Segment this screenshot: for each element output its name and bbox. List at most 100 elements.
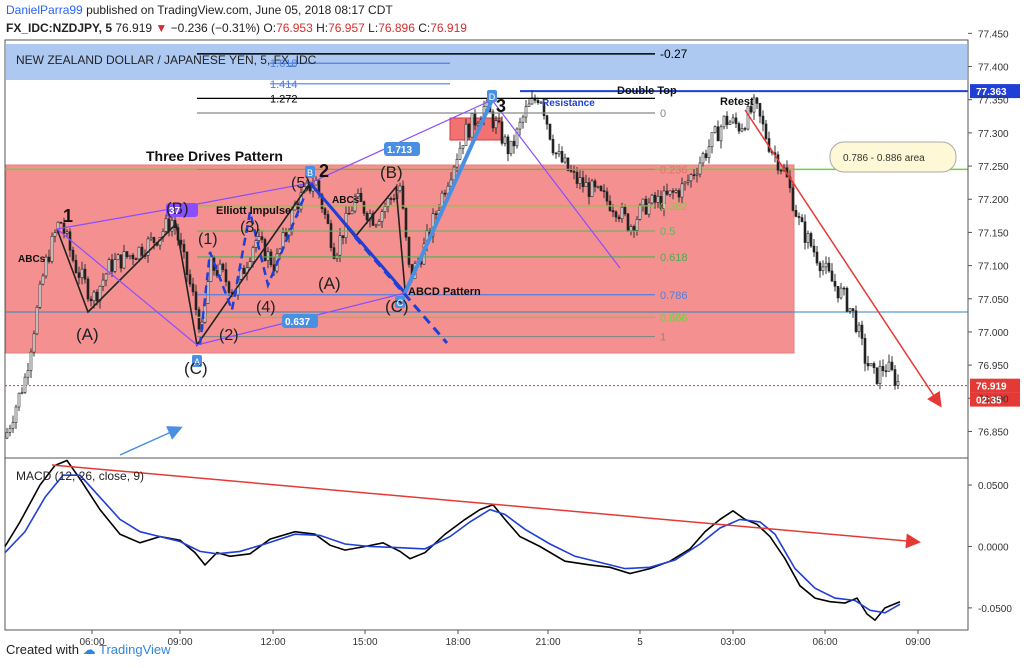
candle-body xyxy=(662,190,666,209)
macd-y-tick-label: -0.0500 xyxy=(978,604,1012,615)
wave-1-label: (1) xyxy=(198,231,218,248)
candle-body xyxy=(329,223,333,248)
y-tick-label: 77.200 xyxy=(978,195,1009,206)
candle-body xyxy=(857,324,861,332)
macd-y-tick-label: 0.0500 xyxy=(978,481,1009,492)
candle-body xyxy=(35,306,39,335)
y-tick-label: 77.250 xyxy=(978,162,1009,173)
candle-body xyxy=(896,381,900,386)
candle-body xyxy=(500,121,504,144)
candle-body xyxy=(599,185,603,191)
candle-body xyxy=(704,153,708,158)
candle-body xyxy=(194,291,198,310)
candle-body xyxy=(8,427,12,433)
candle-body xyxy=(695,173,699,176)
wave-c1-label: (C) xyxy=(184,359,208,378)
candle-body xyxy=(539,101,543,104)
fib-level-label: 0.236 xyxy=(660,164,688,176)
resistance-label: Resistance xyxy=(542,98,595,109)
candle-body xyxy=(74,260,78,273)
candle-body xyxy=(107,259,111,275)
candle-body xyxy=(698,162,702,175)
candle-body xyxy=(710,132,714,148)
candle-body xyxy=(686,180,690,183)
candle-body xyxy=(656,196,660,203)
candle-body xyxy=(590,180,594,197)
close-value: 76.919 xyxy=(430,21,467,35)
price-badge-label: 77.363 xyxy=(976,87,1007,98)
candle-body xyxy=(797,216,801,218)
three-drives-top xyxy=(56,99,493,230)
candle-body xyxy=(95,291,99,302)
bearish-arrow xyxy=(744,109,942,408)
candle-body xyxy=(776,154,780,171)
candle-body xyxy=(224,269,228,283)
point-badge xyxy=(487,90,497,102)
candle-body xyxy=(881,366,885,372)
candle-body xyxy=(854,310,858,332)
candle-body xyxy=(731,117,735,123)
candle-body xyxy=(20,392,24,394)
candle-body xyxy=(671,190,675,193)
tradingview-logo-icon[interactable]: ☁ xyxy=(82,642,96,657)
candle-body xyxy=(179,239,183,245)
open-label: O: xyxy=(263,21,277,35)
candle-body xyxy=(809,233,813,247)
drive3-retrace-line xyxy=(491,99,621,269)
tradingview-link[interactable]: TradingView xyxy=(99,642,171,657)
candle-body xyxy=(71,249,75,261)
candle-body xyxy=(818,262,822,272)
candle-body xyxy=(875,367,879,384)
candle-body xyxy=(845,287,849,312)
x-tick-label: 18:00 xyxy=(445,637,470,648)
candle-body xyxy=(497,120,501,123)
candle-body xyxy=(347,212,351,215)
candle-body xyxy=(848,308,852,312)
candle-body xyxy=(872,363,876,369)
candle-body xyxy=(563,157,567,163)
x-tick-label: 03:00 xyxy=(720,637,745,648)
wave-b1-label: (B) xyxy=(166,199,189,218)
candle-body xyxy=(830,270,834,282)
wave-a2-label: (A) xyxy=(318,274,341,293)
candle-body xyxy=(650,194,654,204)
candle-body xyxy=(755,97,759,104)
candle-body xyxy=(893,369,897,386)
candle-body xyxy=(578,177,582,184)
candle-body xyxy=(284,232,288,237)
signal-line xyxy=(4,474,901,614)
candle-body xyxy=(140,246,144,256)
down-arrow-icon: ▼ xyxy=(155,21,168,35)
candle-body xyxy=(575,171,579,184)
drive-3-label: 3 xyxy=(496,96,506,116)
candle-body xyxy=(131,254,135,260)
candle-body xyxy=(464,123,468,146)
candle-body xyxy=(569,170,573,172)
fib-level-label: 0.5 xyxy=(660,226,675,238)
x-tick-label: 15:00 xyxy=(352,637,377,648)
publish-header: DanielParra99 published on TradingView.c… xyxy=(6,3,393,17)
candle-body xyxy=(392,198,396,200)
candle-body xyxy=(50,235,54,262)
fib-ratio-label: 37 xyxy=(169,206,181,217)
candle-body xyxy=(11,422,15,429)
candle-body xyxy=(374,224,378,227)
point-badge xyxy=(192,355,202,367)
high-value: 76.957 xyxy=(328,21,365,35)
y-tick-label: 76.850 xyxy=(978,427,1009,438)
candle-body xyxy=(41,275,45,285)
candle-body xyxy=(635,219,639,231)
candle-body xyxy=(38,283,42,308)
x-tick-label: 06:00 xyxy=(79,637,104,648)
candle-body xyxy=(86,278,90,300)
fib-level-label: 0.786 xyxy=(660,290,688,302)
candle-body xyxy=(719,126,723,142)
candle-body xyxy=(92,291,96,302)
point-label: B xyxy=(307,168,313,178)
candle-body xyxy=(746,106,750,130)
fib-level-label: 0.618 xyxy=(660,252,688,264)
candle-body xyxy=(623,206,627,215)
author-link[interactable]: DanielParra99 xyxy=(6,3,83,17)
candle-body xyxy=(605,191,609,202)
